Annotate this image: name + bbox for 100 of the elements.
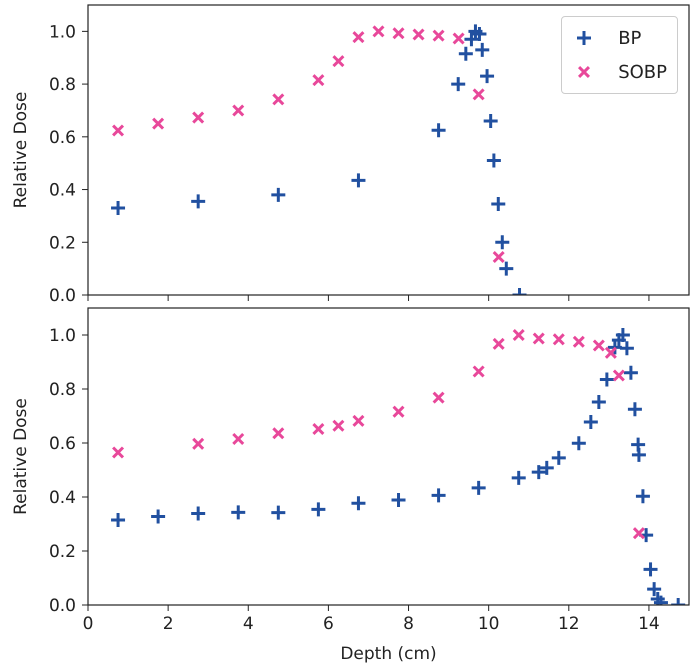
point <box>550 449 568 466</box>
point <box>457 45 474 62</box>
x-tick-label: 2 <box>162 614 174 634</box>
point <box>112 124 124 137</box>
point <box>482 112 500 130</box>
point <box>192 437 205 450</box>
point <box>470 479 488 496</box>
y-tick-label: 0.8 <box>48 75 76 96</box>
point <box>494 234 511 251</box>
point <box>512 328 526 342</box>
point <box>430 122 448 139</box>
point <box>312 74 325 87</box>
point <box>432 391 446 404</box>
y-tick-label: 0.0 <box>48 596 76 616</box>
y-tick-label: 0.4 <box>48 488 76 508</box>
point <box>192 111 205 124</box>
point <box>630 446 648 464</box>
point <box>634 488 652 505</box>
point <box>272 426 285 440</box>
point <box>392 405 405 418</box>
point <box>352 30 365 44</box>
point <box>538 459 556 476</box>
y-tick-label: 0.6 <box>48 434 76 454</box>
point <box>498 260 515 278</box>
point <box>572 335 586 348</box>
point <box>492 250 506 264</box>
point <box>152 117 165 130</box>
y-axis-title: Relative Dose <box>11 398 32 515</box>
point <box>190 192 207 210</box>
point <box>478 68 496 85</box>
point <box>272 92 285 106</box>
point <box>270 504 287 522</box>
point <box>570 434 588 452</box>
point <box>312 422 325 436</box>
y-tick-label: 1.0 <box>48 22 76 42</box>
point <box>230 504 247 521</box>
x-tick-label: 8 <box>403 614 414 634</box>
legend-label: SOBP <box>618 62 667 82</box>
point <box>614 326 632 344</box>
point <box>150 508 167 525</box>
point <box>412 28 425 41</box>
point <box>430 486 448 504</box>
point <box>474 41 491 58</box>
point <box>592 339 606 352</box>
point <box>622 364 640 382</box>
point <box>390 491 408 508</box>
point <box>582 413 600 430</box>
point <box>532 332 546 345</box>
point <box>466 22 484 40</box>
point <box>350 494 367 512</box>
point <box>472 365 486 378</box>
legend-label: BP <box>618 28 642 48</box>
y-tick-label: 0.6 <box>48 128 76 148</box>
point <box>632 526 646 540</box>
point <box>642 560 660 578</box>
point <box>485 152 502 170</box>
point <box>112 446 124 459</box>
point <box>604 346 618 360</box>
point <box>270 186 287 204</box>
point <box>110 511 127 528</box>
point <box>332 419 345 432</box>
x-tick-label: 14 <box>638 614 660 634</box>
x-axis-title: Depth (cm) <box>340 644 437 664</box>
point <box>392 26 405 40</box>
y-axis-title: Relative Dose <box>11 92 32 208</box>
y-tick-label: 0.8 <box>48 380 76 400</box>
x-tick-label: 0 <box>82 614 94 634</box>
point <box>470 26 488 42</box>
x-tick-label: 4 <box>242 614 254 634</box>
point <box>492 337 506 350</box>
x-tick-label: 10 <box>478 614 500 634</box>
point <box>190 504 207 522</box>
point <box>232 104 245 117</box>
y-tick-label: 1.0 <box>48 326 76 346</box>
point <box>350 172 367 189</box>
point <box>110 200 127 216</box>
x-tick-label: 12 <box>558 614 580 634</box>
y-tick-label: 0.2 <box>48 233 76 254</box>
point <box>638 526 655 544</box>
point <box>472 88 486 101</box>
point <box>232 432 245 446</box>
point <box>630 436 647 454</box>
y-tick-label: 0.0 <box>48 286 76 306</box>
point <box>552 332 566 346</box>
point <box>510 469 528 486</box>
point <box>332 54 345 68</box>
point <box>530 464 548 481</box>
point <box>310 500 327 518</box>
point <box>462 30 480 48</box>
point <box>590 393 608 410</box>
point <box>490 196 507 213</box>
point <box>450 76 467 93</box>
point <box>626 400 644 418</box>
y-tick-label: 0.4 <box>48 180 76 201</box>
x-tick-label: 6 <box>322 614 334 634</box>
point <box>598 371 616 388</box>
point <box>612 369 626 382</box>
point <box>452 32 466 45</box>
point <box>352 414 365 428</box>
y-tick-label: 0.2 <box>48 542 76 562</box>
